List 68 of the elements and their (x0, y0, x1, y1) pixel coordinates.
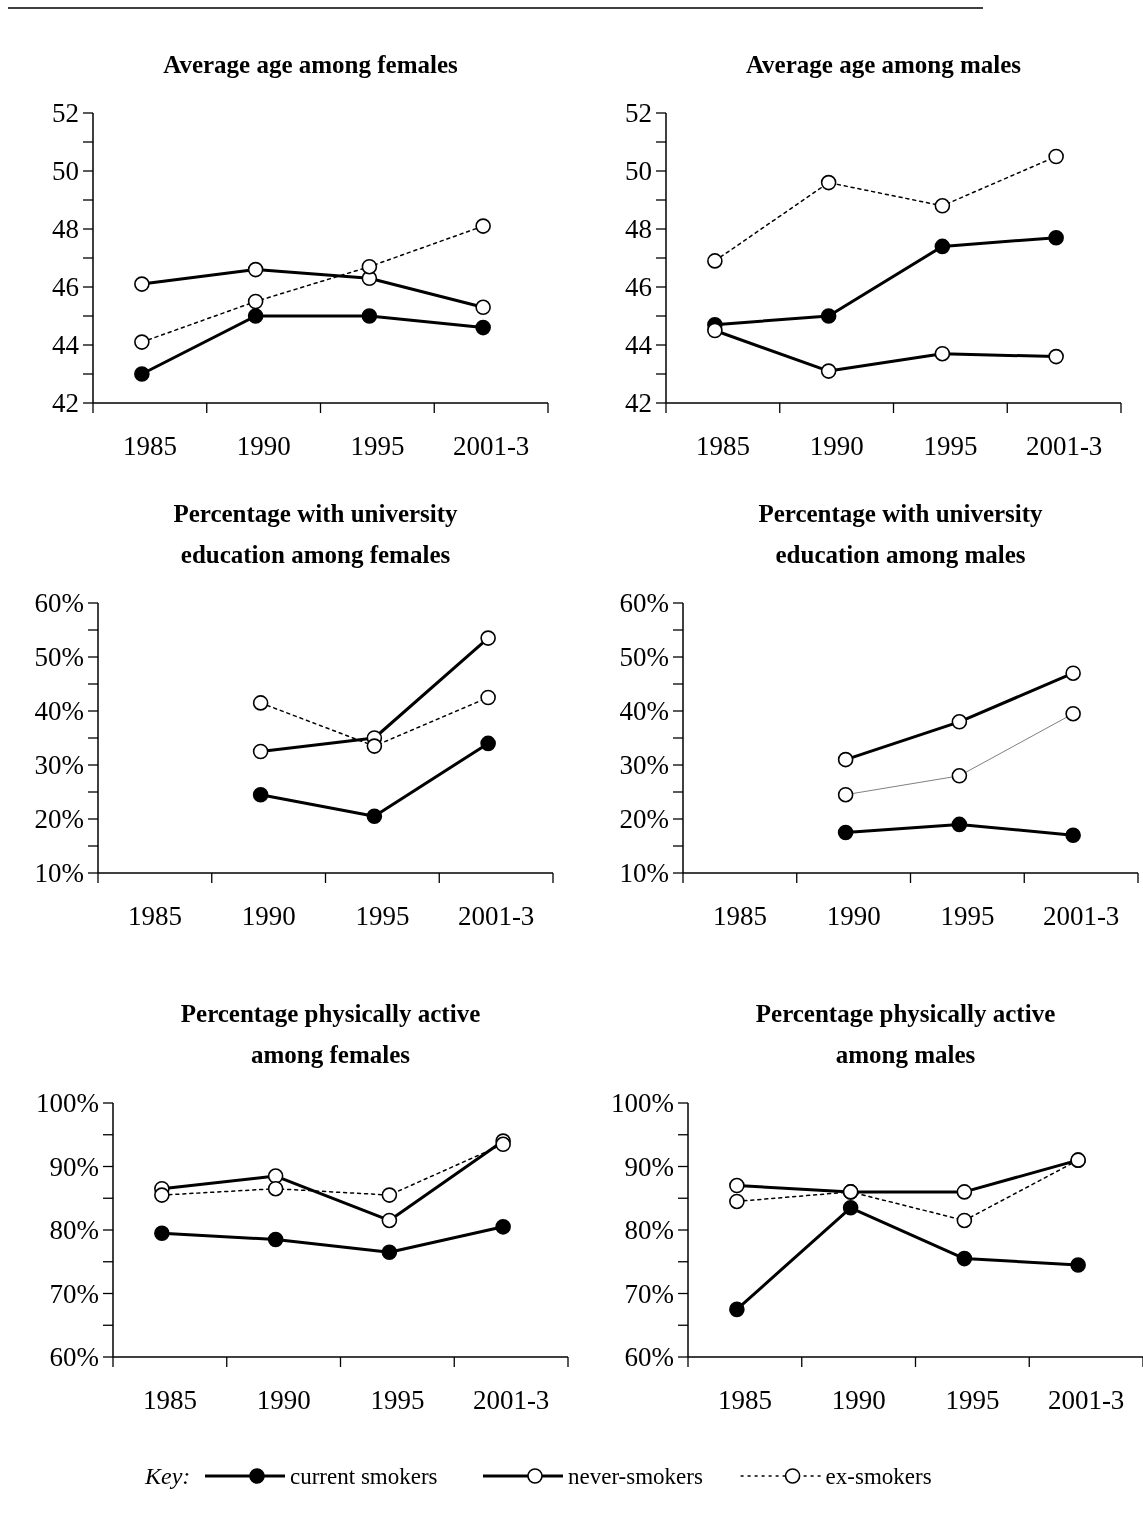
y-tick-label: 80% (49, 1215, 99, 1246)
y-tick-label: 30% (619, 750, 669, 781)
x-tick-label: 1990 (826, 901, 881, 931)
legend-label: current smokers (290, 1464, 438, 1490)
y-tick-label: 80% (624, 1215, 674, 1246)
x-tick-label: 1990 (256, 1385, 311, 1415)
y-tick-label: 10% (619, 858, 669, 889)
y-tick-label: 46 (625, 272, 652, 303)
y-tick-label: 50 (625, 156, 652, 187)
chart-title: Percentage physically active among males (755, 1000, 1056, 1068)
x-tick-label: 1985 (717, 1385, 772, 1415)
y-tick-label: 52 (625, 98, 652, 129)
y-tick-label: 48 (52, 214, 79, 245)
y-tick-label: 20% (34, 804, 84, 835)
y-tick-label: 44 (625, 330, 653, 361)
x-tick-label: 1995 (355, 901, 410, 931)
y-tick-label: 10% (34, 858, 84, 889)
y-tick-label: 50 (52, 156, 79, 187)
y-tick-label: 90% (49, 1151, 99, 1182)
y-tick-label: 30% (34, 750, 84, 781)
x-tick-label: 2001-3 (1025, 431, 1103, 461)
y-tick-label: 70% (624, 1278, 674, 1309)
y-tick-label: 60% (624, 1342, 674, 1373)
x-tick-label: 1990 (241, 901, 296, 931)
y-tick-label: 50% (619, 642, 669, 673)
x-tick-label: 1985 (712, 901, 767, 931)
y-tick-label: 40% (34, 696, 84, 727)
x-tick-label: 1985 (127, 901, 182, 931)
y-tick-label: 70% (49, 1278, 99, 1309)
x-tick-label: 1990 (236, 431, 291, 461)
x-tick-label: 1985 (142, 1385, 197, 1415)
y-tick-label: 100% (611, 1088, 674, 1119)
x-tick-label: 1995 (923, 431, 978, 461)
x-tick-label: 1995 (350, 431, 405, 461)
legend-label: ex-smokers (825, 1464, 932, 1490)
x-tick-label: 1985 (695, 431, 750, 461)
chart-title: Percentage physically active among females (180, 1000, 481, 1068)
legend-label: never-smokers (568, 1464, 703, 1490)
y-tick-label: 100% (36, 1088, 99, 1119)
y-tick-label: 48 (625, 214, 652, 245)
y-tick-label: 60% (34, 588, 84, 619)
legend-title: Key: (144, 1463, 191, 1490)
chart-title: Average age among females (163, 51, 459, 78)
y-tick-label: 50% (34, 642, 84, 673)
y-tick-label: 52 (52, 98, 79, 129)
x-tick-label: 2001-3 (457, 901, 535, 931)
y-tick-label: 60% (619, 588, 669, 619)
chart-title: Percentage with university education among females (173, 500, 459, 568)
x-tick-label: 2001-3 (452, 431, 530, 461)
y-tick-label: 46 (52, 272, 79, 303)
y-tick-label: 42 (52, 388, 79, 419)
chart-title: Percentage with university education among males (758, 500, 1044, 568)
y-tick-label: 90% (624, 1151, 674, 1182)
y-tick-label: 44 (52, 330, 80, 361)
y-tick-label: 20% (619, 804, 669, 835)
x-tick-label: 1990 (809, 431, 864, 461)
x-tick-label: 2001-3 (1042, 901, 1120, 931)
x-tick-label: 1990 (831, 1385, 886, 1415)
x-tick-label: 2001-3 (1047, 1385, 1125, 1415)
x-tick-label: 1995 (370, 1385, 425, 1415)
y-tick-label: 40% (619, 696, 669, 727)
x-tick-label: 1995 (945, 1385, 1000, 1415)
y-tick-label: 42 (625, 388, 652, 419)
x-tick-label: 1995 (940, 901, 995, 931)
x-tick-label: 2001-3 (472, 1385, 550, 1415)
chart-title: Average age among males (745, 51, 1022, 78)
y-tick-label: 60% (49, 1342, 99, 1373)
x-tick-label: 1985 (122, 431, 177, 461)
